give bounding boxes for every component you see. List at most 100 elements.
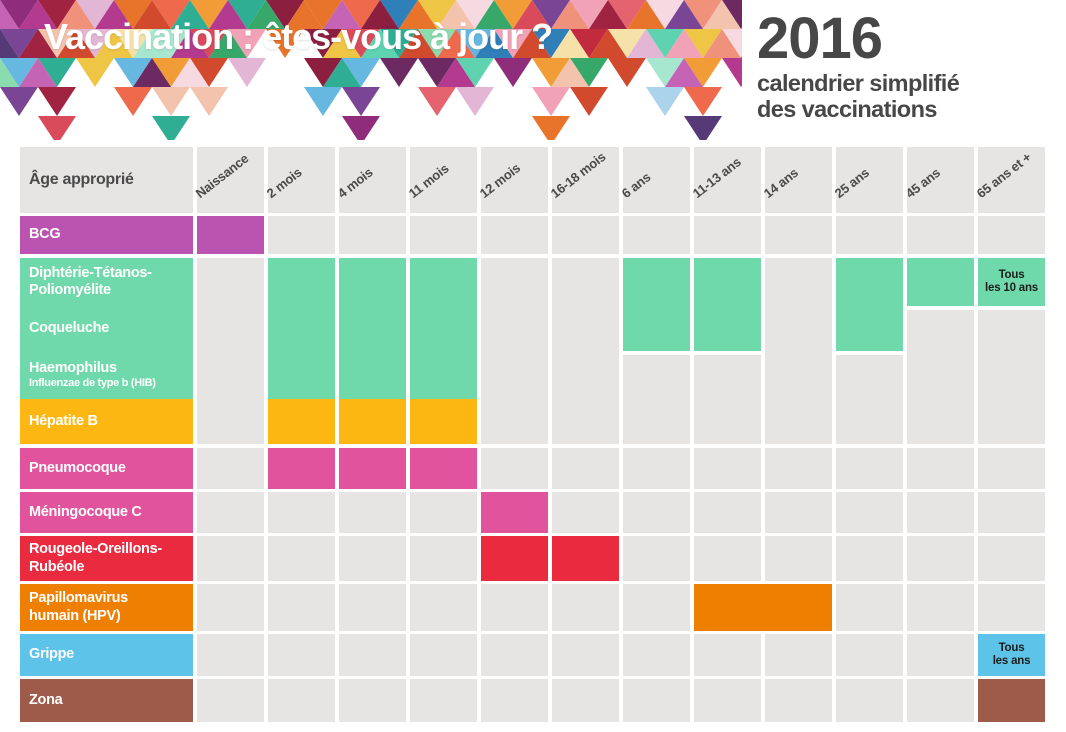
subtitle-line-1: calendrier simplifié — [757, 70, 960, 96]
cell-note-line: Tous — [998, 268, 1025, 281]
cell-empty — [197, 536, 264, 581]
cell-empty — [197, 679, 264, 722]
cell-empty — [552, 492, 619, 533]
row-meningocoque-c: Méningocoque C — [20, 492, 1045, 533]
group-cell-fill — [836, 258, 903, 351]
cell-empty — [694, 679, 761, 722]
row-label-line: Hépatite B — [29, 412, 98, 429]
cell-note-line: les 10 ans — [985, 282, 1038, 294]
group-cell-empty — [694, 355, 761, 444]
cell-empty — [410, 216, 477, 254]
cell-empty — [268, 216, 335, 254]
group-column-6-ans — [623, 258, 690, 444]
group-cell-empty — [481, 258, 548, 444]
column-header-label: 12 mois — [476, 160, 524, 201]
column-header-65-ans-et-+: 65 ans et + — [974, 147, 1045, 213]
column-header-naissance: Naissance — [193, 147, 264, 213]
subtitle: calendrier simplifié des vaccinations — [757, 70, 960, 123]
group-cell-empty — [765, 258, 832, 444]
cell-empty — [907, 634, 974, 676]
cell-empty — [765, 679, 832, 722]
column-header-label: 45 ans — [902, 164, 943, 201]
column-header-label: 11 mois — [405, 160, 452, 201]
group-cell-empty — [623, 355, 690, 444]
cell-note-line: les ans — [992, 655, 1031, 667]
cell-empty — [339, 584, 406, 631]
group-column-12-mois — [481, 258, 548, 444]
row-pneumocoque: Pneumocoque — [20, 448, 1045, 489]
cell-empty — [836, 679, 903, 722]
cell-empty — [410, 679, 477, 722]
cell-empty — [907, 536, 974, 581]
row-rougeole-oreillons-rubeole: Rougeole-Oreillons- Rubéole — [20, 536, 1045, 581]
column-header-label: 6 ans — [618, 169, 654, 201]
column-header-12-mois: 12 mois — [477, 147, 548, 213]
age-column-header-cell: Âge approprié — [20, 147, 193, 213]
group-cell-fill — [623, 258, 690, 351]
cell-empty — [268, 634, 335, 676]
row-label-line: Zona — [29, 691, 63, 708]
cell-empty — [765, 448, 832, 489]
group-cell-attached — [268, 399, 335, 444]
cell-empty — [836, 216, 903, 254]
cell-empty — [978, 216, 1045, 254]
column-header-label: 65 ans et + — [973, 149, 1034, 201]
row-bcg: BCG — [20, 216, 1045, 254]
cell-empty — [765, 634, 832, 676]
column-header-label: 16-18 mois — [547, 149, 609, 201]
group-column-11-13-ans — [694, 258, 761, 444]
row-label-line: Diphtérie-Tétanos- — [29, 264, 152, 281]
cell-empty — [552, 584, 619, 631]
cell-empty — [765, 216, 832, 254]
group-cell-fill — [410, 258, 477, 399]
group-cell-fill — [907, 258, 974, 306]
cell-empty — [197, 448, 264, 489]
row-label-pneumocoque: Pneumocoque — [20, 448, 193, 489]
group-cell-fill — [694, 258, 761, 351]
column-header-label: 2 mois — [263, 164, 305, 201]
group-cell-empty — [836, 355, 903, 444]
cell-empty — [978, 584, 1045, 631]
column-header-6-ans: 6 ans — [619, 147, 690, 213]
triangle-mosaic-decoration — [0, 0, 742, 140]
cell-empty — [552, 216, 619, 254]
cell-empty — [197, 492, 264, 533]
year-block: 2016 calendrier simplifié des vaccinatio… — [757, 10, 960, 123]
group-cell-attached — [410, 399, 477, 444]
row-label-line: Rubéole — [29, 558, 85, 575]
row-label-line: BCG — [29, 226, 61, 243]
table-header-row: Âge approprié Naissance 2 mois 4 mois 11 moi… — [20, 147, 1045, 213]
row-label-coqueluche: Coqueluche — [20, 306, 193, 351]
cell-empty — [907, 216, 974, 254]
cell-empty — [481, 584, 548, 631]
cell-empty — [836, 634, 903, 676]
group-column-11-mois — [410, 258, 477, 444]
cell-empty — [694, 536, 761, 581]
row-label-zona: Zona — [20, 679, 193, 722]
row-label-line: Méningocoque C — [29, 503, 142, 520]
row-label-haemophilus-hib: Haemophilus Influenzae de type b (HIB) — [20, 351, 193, 399]
cell-filled-zona — [978, 679, 1045, 722]
cell-empty — [339, 679, 406, 722]
row-label-line: Influenzae de type b (HIB) — [29, 377, 156, 390]
row-label-line: Coqueluche — [29, 319, 109, 336]
cell-empty — [339, 216, 406, 254]
cell-empty — [410, 536, 477, 581]
cell-empty — [836, 536, 903, 581]
cell-empty — [339, 492, 406, 533]
cell-empty — [694, 492, 761, 533]
row-label-line: Rougeole-Oreillons- — [29, 541, 162, 558]
row-label-line: Grippe — [29, 646, 74, 663]
row-label-diphterie-tetanos-poliomyelite: Diphtérie-Tétanos- Poliomyélite — [20, 258, 193, 306]
group-column-25-ans — [836, 258, 903, 444]
age-column-header-label: Âge approprié — [29, 171, 134, 188]
column-header-16-18-mois: 16-18 mois — [548, 147, 619, 213]
row-label-line: Poliomyélite — [29, 282, 111, 298]
cell-filled-rougeole-oreillons-rubeole — [552, 536, 619, 581]
cell-empty — [623, 536, 690, 581]
cell-filled-pneumocoque — [268, 448, 335, 489]
column-header-label: 4 mois — [334, 164, 376, 201]
cell-empty — [552, 634, 619, 676]
cell-empty — [623, 634, 690, 676]
cell-empty — [765, 536, 832, 581]
